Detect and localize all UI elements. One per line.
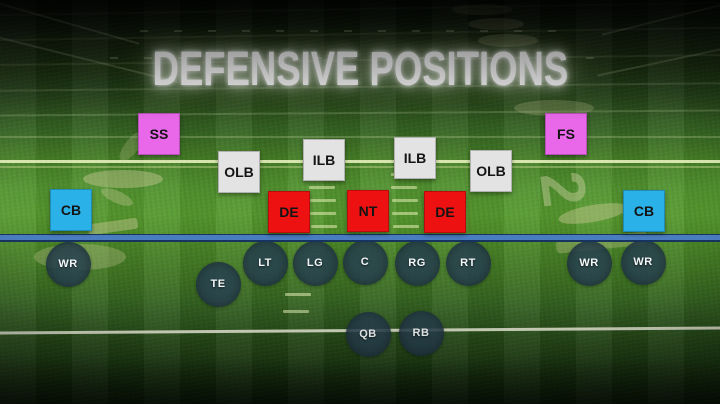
defense-position-ilb-left: ILB — [303, 139, 345, 181]
defense-position-olb-left: OLB — [218, 151, 260, 193]
yard-line-shadow — [0, 166, 720, 168]
offense-position-wr-right-outer: WR — [566, 240, 612, 286]
page-title: DEFENSIVE POSITIONS — [0, 42, 720, 97]
hash-mark — [391, 186, 417, 189]
hash-mark — [309, 186, 335, 189]
offense-position-rt: RT — [445, 240, 491, 286]
field-logo-mark — [99, 184, 135, 210]
defense-position-fs: FS — [545, 113, 587, 155]
sideline-mark — [0, 1, 140, 45]
defense-position-cb-left: CB — [50, 189, 92, 231]
distant-hash-marks — [140, 30, 580, 32]
offense-position-qb: QB — [345, 311, 391, 357]
hash-mark — [392, 212, 418, 215]
yard-line — [0, 26, 720, 42]
offense-position-wr-left: WR — [45, 241, 91, 287]
field-logo-ellipse — [557, 199, 629, 228]
hash-mark — [393, 225, 419, 228]
yard-line — [0, 136, 720, 138]
yard-line-bright — [0, 160, 720, 163]
hash-mark — [310, 199, 336, 202]
field-logo-ellipse — [83, 170, 163, 188]
yard-line — [0, 109, 720, 117]
offense-position-rg: RG — [394, 240, 440, 286]
field-number: 2 — [526, 167, 600, 211]
sideline-mark — [601, 2, 720, 36]
hash-mark — [310, 212, 336, 215]
hash-mark — [283, 310, 309, 313]
field-logo-ellipse — [452, 4, 512, 15]
hash-mark — [285, 293, 311, 296]
defense-position-ss: SS — [138, 113, 180, 155]
defense-position-de-right: DE — [424, 191, 466, 233]
offense-position-lt: LT — [242, 240, 288, 286]
page-title-text: DEFENSIVE POSITIONS — [152, 43, 568, 96]
offense-position-c: C — [342, 239, 388, 285]
field-logo-mark — [87, 217, 139, 236]
hash-mark — [392, 199, 418, 202]
yard-line — [0, 1, 720, 17]
defense-position-cb-right: CB — [623, 190, 665, 232]
offense-position-te: TE — [195, 261, 241, 307]
offense-position-rb: RB — [398, 310, 444, 356]
defense-position-ilb-right: ILB — [394, 137, 436, 179]
field-logo-ellipse — [468, 18, 524, 30]
offense-position-lg: LG — [292, 240, 338, 286]
offense-position-wr-right-inner: WR — [620, 239, 666, 285]
defense-position-nt: NT — [347, 190, 389, 232]
defense-position-olb-right: OLB — [470, 150, 512, 192]
defense-position-de-left: DE — [268, 191, 310, 233]
hash-mark — [311, 225, 337, 228]
